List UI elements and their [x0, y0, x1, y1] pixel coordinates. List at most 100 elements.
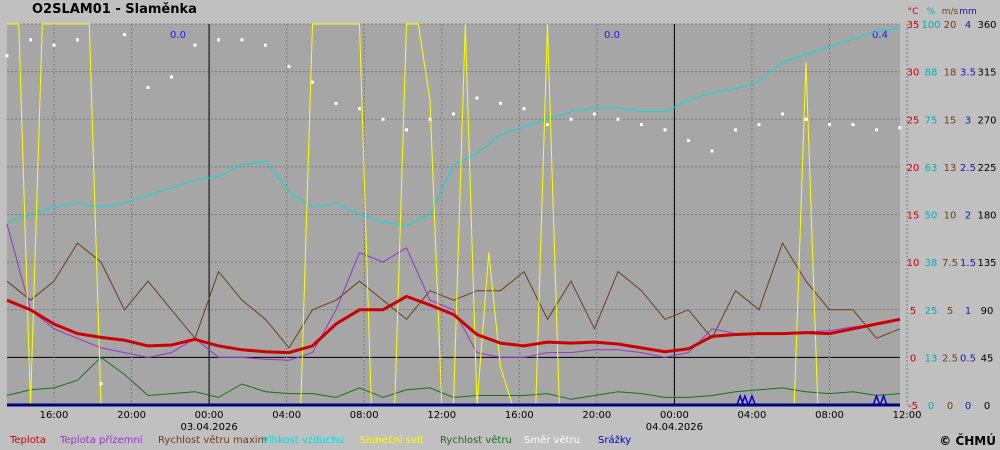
wind-direction-point: [522, 107, 526, 111]
axis-tick-label: 1.5: [960, 258, 976, 269]
axis-tick-label: 2.5: [942, 353, 958, 364]
precip-marker: [872, 393, 881, 405]
wind-direction-point: [193, 43, 197, 47]
wind-direction-point: [405, 128, 408, 132]
wind-direction-point: [123, 33, 126, 37]
wind-direction-point: [146, 86, 150, 89]
axis-tick-label: 2: [965, 211, 971, 222]
wind-direction-point: [311, 80, 314, 84]
axis-tick-label: 0: [965, 401, 971, 412]
series-line: [6, 294, 901, 355]
wind-direction-point: [358, 107, 361, 111]
wind-direction-point: [76, 38, 79, 42]
legend-entry: Srážky: [598, 434, 631, 446]
axis-tick-label: 225: [977, 163, 996, 174]
copyright-label: © ČHMÚ: [939, 434, 996, 448]
wind-direction-point: [710, 149, 714, 153]
axis-tick-label: 45: [981, 353, 994, 364]
wind-direction-point: [170, 75, 173, 79]
legend-entry: Směr větru: [524, 434, 580, 446]
precip-marker: [741, 393, 749, 405]
precip-marker: [879, 393, 888, 405]
legend-entry: Teplota přízemní: [59, 434, 144, 446]
x-tick-label: 04:00: [272, 410, 301, 421]
wind-direction-point: [593, 112, 596, 116]
wind-direction-point: [546, 123, 549, 127]
axis-tick-label: 15: [907, 211, 920, 222]
axis-tick-label: 0: [984, 401, 990, 412]
chart-title: O2SLAM01 - Slaměnka: [32, 2, 197, 17]
wind-direction-point: [381, 117, 385, 121]
wind-direction-point: [640, 123, 643, 127]
wind-direction-point: [52, 43, 56, 47]
axis-tick-label: 0: [910, 353, 916, 364]
legend-entry: Teplota: [9, 435, 46, 446]
wind-direction-point: [757, 123, 761, 127]
axis-tick-label: 270: [977, 115, 996, 126]
x-tick-label: 20:00: [117, 410, 146, 421]
x-tick-label: 08:00: [815, 410, 844, 421]
axis-tick-label: 13: [944, 163, 957, 174]
series-line: [6, 241, 901, 349]
wind-direction-point: [828, 123, 831, 127]
wind-direction-point: [428, 117, 432, 121]
axis-unit-label: %: [927, 7, 936, 17]
x-tick-label: 04:00: [738, 410, 767, 421]
legend-entry: Vlhkost vzduchu: [262, 435, 344, 446]
axis-tick-label: 0: [928, 401, 934, 412]
wind-direction-point: [851, 123, 855, 127]
axis-tick-label: 13: [925, 353, 938, 364]
axis-tick-label: 7.5: [942, 258, 958, 269]
axis-tick-label: 25: [907, 115, 920, 126]
axis-tick-label: 0.5: [960, 353, 976, 364]
axis-tick-label: 20: [944, 20, 957, 31]
wind-direction-point: [334, 101, 338, 105]
wind-direction-point: [569, 117, 573, 121]
precip-marker: [748, 393, 756, 405]
axis-unit-label: m/s: [942, 7, 959, 17]
axis-tick-label: 38: [925, 258, 938, 269]
wind-direction-point: [287, 64, 291, 68]
x-tick-label: 16:00: [505, 410, 534, 421]
axis-tick-label: 30: [907, 68, 920, 79]
axis-tick-label: 88: [925, 68, 938, 79]
wind-direction-point: [452, 112, 455, 116]
wind-direction-point: [240, 38, 244, 42]
axis-tick-label: 63: [925, 163, 938, 174]
axis-tick-label: 25: [925, 306, 938, 317]
axis-tick-label: -5: [908, 401, 918, 412]
wind-direction-point: [5, 54, 9, 58]
legend-entry: Rychlost větru maxim: [158, 434, 267, 446]
legend-entry: Sluneční svit: [360, 434, 424, 446]
wind-direction-point: [663, 128, 667, 132]
wind-direction-point: [804, 117, 808, 121]
x-tick-label: 00:00: [660, 410, 689, 421]
axis-tick-label: 35: [907, 20, 920, 31]
x-tick-label: 00:00: [195, 410, 224, 421]
wind-direction-point: [687, 138, 690, 142]
wind-direction-point: [875, 128, 878, 132]
x-date-label: 04.04.2026: [646, 422, 703, 433]
wind-direction-point: [734, 128, 737, 132]
wind-direction-point: [475, 96, 479, 100]
wind-direction-point: [616, 117, 620, 121]
precip-daily-label: 0.0: [170, 30, 186, 41]
wind-direction-point: [781, 112, 784, 116]
axis-tick-label: 3: [965, 115, 971, 126]
axis-tick-label: 15: [944, 115, 957, 126]
axis-tick-label: 2.5: [960, 163, 976, 174]
x-tick-label: 12:00: [427, 410, 456, 421]
axis-tick-label: 5: [910, 306, 916, 317]
legend-entry: Rychlost větru: [440, 434, 512, 446]
wind-direction-point: [99, 382, 103, 386]
axis-tick-label: 180: [977, 211, 996, 222]
axis-tick-label: 4: [965, 20, 971, 31]
x-tick-label: 20:00: [582, 410, 611, 421]
series-line: [6, 27, 901, 227]
axis-tick-label: 10: [907, 258, 920, 269]
axis-tick-label: 3.5: [960, 68, 976, 79]
axis-tick-label: 5: [947, 306, 953, 317]
x-date-label: 03.04.2026: [180, 422, 237, 433]
axis-tick-label: 0: [947, 401, 953, 412]
